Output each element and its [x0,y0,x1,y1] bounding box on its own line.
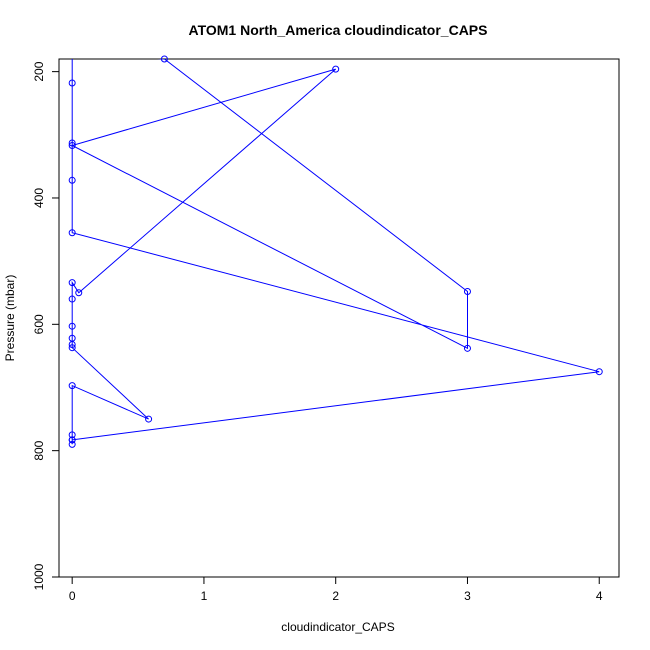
y-tick-label: 400 [32,188,46,208]
data-point [68,322,76,330]
data-point [68,334,76,342]
x-tick-label: 2 [332,589,339,603]
chart-title: ATOM1 North_America cloudindicator_CAPS [189,22,488,38]
x-tick-label: 0 [69,589,76,603]
y-axis: 200 400 600 800 1000 [32,61,59,590]
x-axis-label: cloudindicator_CAPS [281,620,394,634]
y-tick-label: 800 [32,440,46,460]
data-point [68,382,76,390]
data-point [68,142,76,150]
data-point [68,176,76,184]
y-tick-label: 1000 [32,563,46,590]
data-point [145,415,153,423]
x-axis: 0 1 2 3 4 [69,576,603,603]
y-axis-label: Pressure (mbar) [3,275,17,362]
data-point [595,368,603,376]
y-tick-label: 200 [32,61,46,81]
x-tick-label: 1 [201,589,208,603]
data-point [68,139,76,147]
data-point [68,431,76,439]
data-point [463,287,471,295]
data-point [160,55,168,63]
data-point [68,440,76,448]
data-point [68,229,76,237]
data-point [68,344,76,352]
data-point [68,279,76,287]
data-point [68,295,76,303]
x-tick-label: 4 [596,589,603,603]
plot-frame [58,58,620,578]
y-tick-label: 600 [32,314,46,334]
data-point [68,79,76,87]
data-point [68,436,76,444]
plot-area [68,55,603,448]
x-tick-label: 3 [464,589,471,603]
data-point [463,344,471,352]
series-line [70,59,600,445]
data-point [332,65,340,73]
data-point [75,289,83,297]
